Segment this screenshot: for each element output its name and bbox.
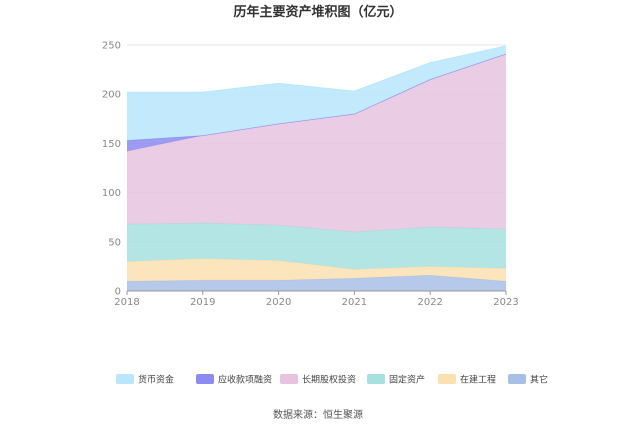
legend: 货币资金 应收款项融资 长期股权投资 固定资产 在建工程 其它 [116, 374, 548, 386]
y-tick-label: 200 [102, 90, 121, 101]
x-tick-label: 2021 [342, 297, 367, 308]
legend-swatch [116, 374, 134, 384]
legend-label: 应收款项融资 [218, 374, 272, 386]
legend-swatch [508, 374, 526, 384]
legend-label: 固定资产 [389, 374, 425, 386]
y-tick-label: 100 [102, 188, 121, 199]
legend-swatch [367, 374, 385, 384]
area-edge-在建工程 [126, 257, 507, 270]
y-tick-label: 50 [108, 237, 121, 248]
x-tick-label: 2020 [266, 297, 291, 308]
area-货币资金 [127, 46, 506, 141]
y-tick-label: 0 [115, 287, 121, 298]
area-在建工程 [127, 258, 506, 282]
legend-swatch [438, 374, 456, 384]
legend-item[interactable]: 长期股权投资 [280, 374, 356, 386]
legend-item[interactable]: 应收款项融资 [196, 374, 272, 386]
y-tick-label: 250 [102, 41, 121, 52]
area-其它 [127, 275, 506, 291]
x-tick-label: 2022 [417, 297, 442, 308]
legend-label: 货币资金 [138, 374, 174, 386]
area-edge-货币资金 [127, 45, 507, 93]
y-tick-label: 150 [102, 139, 121, 150]
legend-label: 其它 [530, 374, 548, 386]
data-source: 数据来源：恒生聚源 [273, 408, 363, 421]
legend-item[interactable]: 货币资金 [116, 374, 174, 386]
legend-label: 长期股权投资 [302, 374, 356, 386]
legend-item[interactable]: 在建工程 [438, 374, 496, 386]
area-应收款项融资 [127, 53, 506, 152]
legend-item[interactable]: 其它 [508, 374, 548, 386]
legend-swatch [196, 374, 214, 384]
chart-title: 历年主要资产堆积图（亿元） [233, 4, 402, 20]
axes: 0 50 100 150 200 250 2018 2019 2020 2021 2022 2023 [102, 41, 519, 309]
x-tick-label: 2023 [493, 297, 518, 308]
legend-swatch [280, 374, 298, 384]
x-tick-label: 2018 [114, 297, 139, 308]
legend-label: 在建工程 [460, 374, 496, 386]
area-固定资产 [127, 223, 506, 270]
area-series [126, 45, 507, 291]
x-tick-label: 2019 [190, 297, 215, 308]
legend-item[interactable]: 固定资产 [367, 374, 425, 386]
area-长期股权投资 [127, 53, 506, 233]
